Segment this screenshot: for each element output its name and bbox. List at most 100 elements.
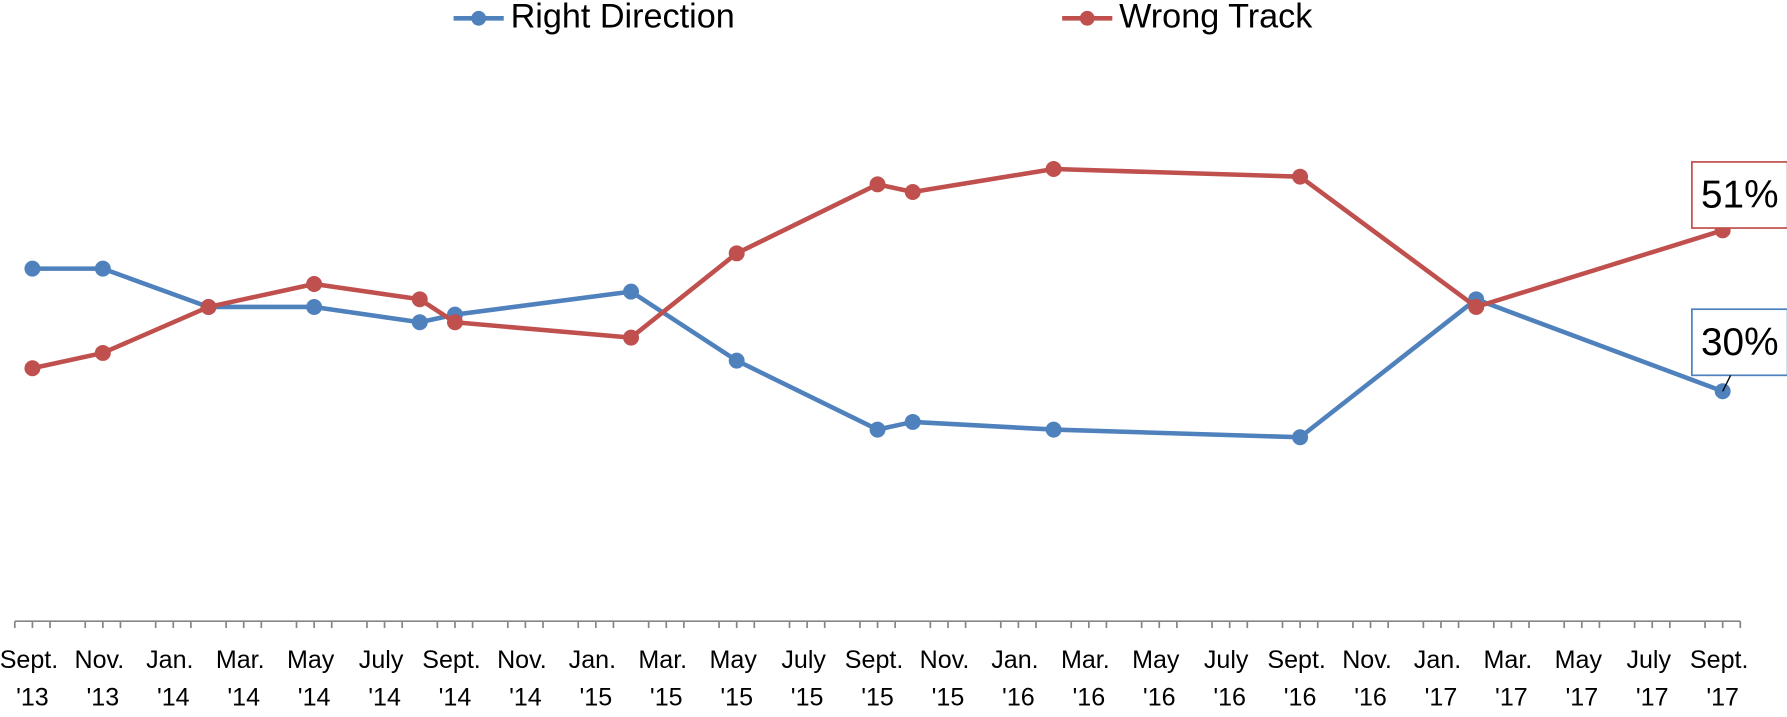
series-line bbox=[31, 166, 1724, 371]
data-point bbox=[1045, 421, 1062, 438]
x-tick-label-line: Nov. bbox=[1342, 646, 1399, 674]
data-point bbox=[623, 283, 640, 300]
x-tick-label-line: '15 bbox=[791, 683, 824, 711]
x-tick-label-line: '16 bbox=[1354, 683, 1387, 711]
x-tick-label: Mar. '17 bbox=[1484, 646, 1540, 712]
x-tick-label: July '15 bbox=[781, 646, 833, 712]
x-tick-label-line: Mar. bbox=[1061, 646, 1117, 674]
x-tick-label: Sept. '14 bbox=[422, 646, 487, 712]
x-tick-label-line: '13 bbox=[16, 683, 49, 711]
data-point bbox=[200, 298, 217, 315]
x-tick-label: July '17 bbox=[1626, 646, 1678, 712]
x-tick-label-line: '14 bbox=[298, 683, 331, 711]
x-tick-label-line: '15 bbox=[650, 683, 683, 711]
data-point bbox=[306, 298, 323, 315]
x-tick-label-line: May bbox=[1555, 646, 1609, 674]
x-tick-label-line: '15 bbox=[580, 683, 613, 711]
x-tick-label-line: '17 bbox=[1706, 683, 1739, 711]
x-tick-label: Mar. '14 bbox=[216, 646, 272, 712]
x-tick-label: Jan. '17 bbox=[1414, 646, 1468, 712]
data-point bbox=[728, 352, 745, 369]
x-tick-label-line: '15 bbox=[720, 683, 753, 711]
x-tick-label: May '15 bbox=[710, 646, 764, 712]
x-tick-label-line: Nov. bbox=[920, 646, 977, 674]
x-tick-label-line: May bbox=[710, 646, 764, 674]
x-tick-label: Jan. '15 bbox=[569, 646, 623, 712]
x-tick-label: May '17 bbox=[1555, 646, 1609, 712]
data-point bbox=[24, 260, 41, 277]
x-tick-label-line: '14 bbox=[368, 683, 401, 711]
x-tick-label-line: July bbox=[781, 646, 833, 674]
data-point bbox=[1292, 429, 1309, 446]
x-tick-label-line: May bbox=[1132, 646, 1186, 674]
x-tick-label-line: '13 bbox=[87, 683, 120, 711]
legend-marker bbox=[1079, 10, 1095, 26]
data-label-box bbox=[1691, 308, 1787, 377]
x-tick-label: Sept. '17 bbox=[1690, 646, 1755, 712]
x-tick-label-line: '15 bbox=[932, 683, 965, 711]
x-tick-label-line: '17 bbox=[1425, 683, 1458, 711]
legend-label: Right Direction bbox=[511, 0, 735, 35]
data-point bbox=[1292, 168, 1309, 185]
data-point bbox=[728, 245, 745, 262]
x-tick-label-line: July bbox=[359, 646, 411, 674]
x-tick-label: Sept. '15 bbox=[845, 646, 910, 712]
x-tick-label-line: Sept. bbox=[422, 646, 487, 674]
x-tick-label: May '14 bbox=[287, 646, 341, 712]
data-point bbox=[1468, 298, 1485, 315]
x-tick-label-line: Nov. bbox=[497, 646, 554, 674]
x-tick-label-line: Sept. bbox=[1267, 646, 1332, 674]
x-tick-label-line: Jan. bbox=[991, 646, 1045, 674]
x-tick-label-line: July bbox=[1204, 646, 1256, 674]
x-tick-label-line: '17 bbox=[1636, 683, 1669, 711]
x-tick-label-line: Jan. bbox=[1414, 646, 1468, 674]
data-point bbox=[623, 329, 640, 346]
x-tick-label-line: Sept. bbox=[845, 646, 910, 674]
x-tick-label-line: May bbox=[287, 646, 341, 674]
x-tick-label-line: '17 bbox=[1565, 683, 1598, 711]
x-tick-label: Nov. '13 bbox=[75, 646, 132, 712]
x-tick-label-line: Mar. bbox=[638, 646, 694, 674]
x-tick-label-line: '16 bbox=[1143, 683, 1176, 711]
data-label-leader bbox=[1722, 375, 1732, 392]
x-tick-label-line: '15 bbox=[861, 683, 894, 711]
data-point bbox=[869, 421, 886, 438]
x-tick-label: July '16 bbox=[1204, 646, 1256, 712]
x-tick-label: Nov. '14 bbox=[497, 646, 554, 712]
data-point bbox=[904, 413, 921, 430]
x-tick-label-line: Jan. bbox=[146, 646, 200, 674]
data-label-box bbox=[1691, 161, 1787, 229]
data-label: 51% bbox=[1701, 173, 1779, 216]
data-label: 30% bbox=[1701, 321, 1779, 364]
x-tick-label-line: '14 bbox=[439, 683, 472, 711]
data-point bbox=[904, 184, 921, 200]
data-point bbox=[94, 260, 111, 277]
x-tick-label: Mar. '15 bbox=[638, 646, 694, 712]
data-point bbox=[306, 275, 323, 292]
x-tick-label: Mar. '16 bbox=[1061, 646, 1117, 712]
data-point bbox=[447, 314, 463, 331]
x-tick-label-line: Nov. bbox=[75, 646, 132, 674]
data-point bbox=[94, 344, 111, 361]
x-tick-label: Nov. '15 bbox=[920, 646, 977, 712]
x-tick-label: July '14 bbox=[359, 646, 411, 712]
x-tick-label-line: '16 bbox=[1284, 683, 1317, 711]
series-line bbox=[32, 266, 1724, 440]
x-tick-label-line: Sept. bbox=[0, 646, 65, 674]
x-tick-label-line: '14 bbox=[157, 683, 190, 711]
x-tick-label-line: '16 bbox=[1002, 683, 1035, 711]
x-tick-label: Sept. '16 bbox=[1267, 646, 1332, 712]
x-tick-label: Jan. '16 bbox=[991, 646, 1045, 712]
x-tick-label-line: Mar. bbox=[216, 646, 272, 674]
x-tick-label-line: '16 bbox=[1213, 683, 1246, 711]
data-point bbox=[869, 176, 886, 193]
x-tick-label-line: '14 bbox=[509, 683, 542, 711]
x-tick-label-line: '16 bbox=[1072, 683, 1105, 711]
x-tick-label: May '16 bbox=[1132, 646, 1186, 712]
x-tick-label-line: '14 bbox=[227, 683, 260, 711]
data-point bbox=[24, 360, 41, 377]
legend-label: Wrong Track bbox=[1119, 0, 1313, 35]
x-tick-label: Nov. '16 bbox=[1342, 646, 1399, 712]
data-point bbox=[411, 291, 428, 308]
